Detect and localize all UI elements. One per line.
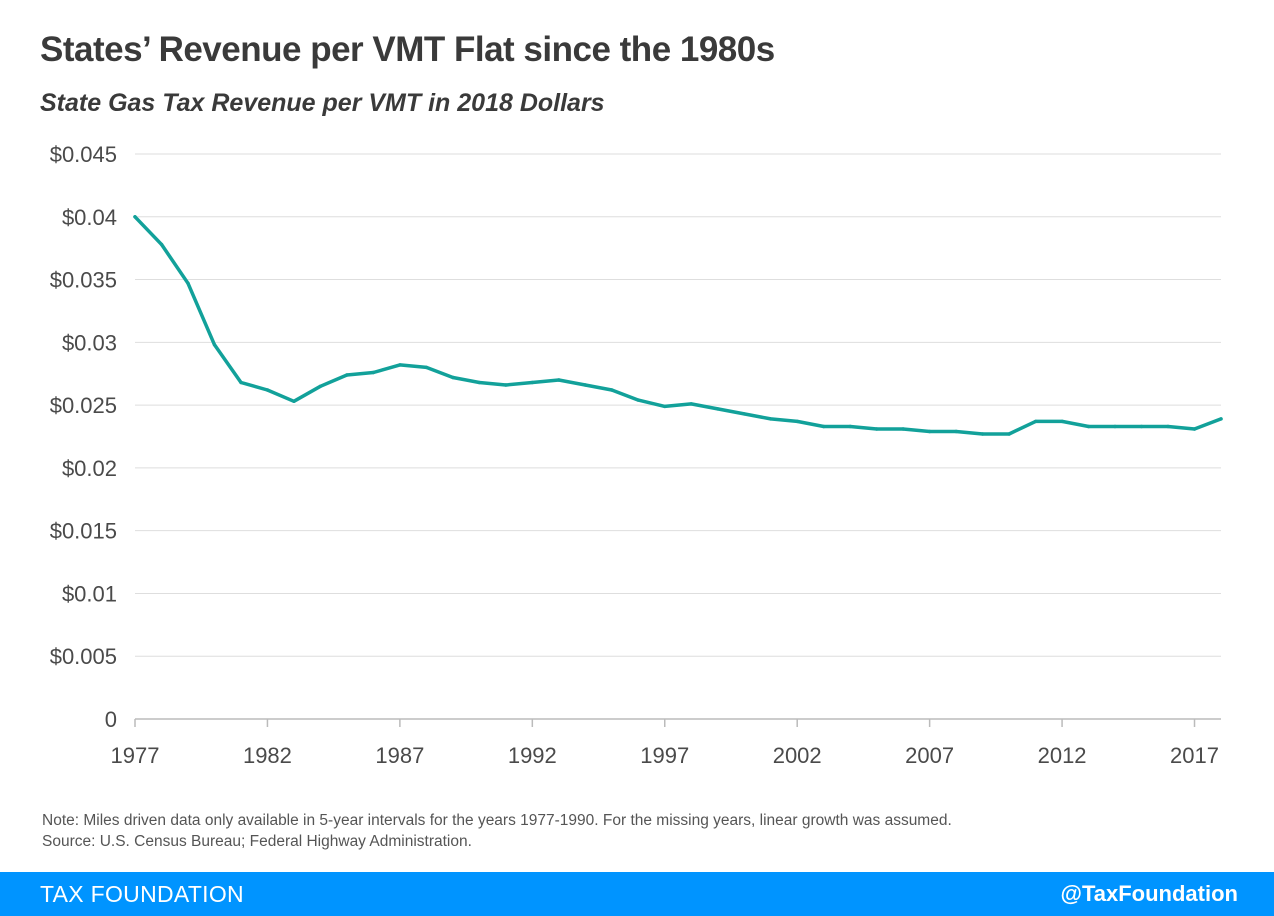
notes-block: Note: Miles driven data only available i… — [42, 810, 952, 852]
data-point — [769, 417, 773, 421]
data-point — [424, 365, 429, 370]
source-text: Source: U.S. Census Bureau; Federal High… — [42, 833, 472, 850]
data-point — [663, 404, 667, 409]
data-point — [875, 427, 879, 431]
x-axis-tick-labels: 1977 1982 1987 1992 1997 2002 2007 2012 2017 — [111, 743, 1219, 768]
data-point — [212, 343, 217, 347]
y-tick-label: 0 — [105, 707, 117, 732]
y-tick-label: $0.035 — [50, 268, 117, 293]
data-point — [927, 429, 932, 434]
data-point — [1166, 424, 1170, 429]
y-tick-label: $0.04 — [62, 205, 117, 230]
data-point — [795, 419, 799, 424]
footer-brand: TAX FOUNDATION — [40, 881, 244, 907]
data-point — [1113, 424, 1117, 429]
y-tick-label: $0.015 — [50, 519, 117, 544]
data-point — [716, 407, 720, 411]
data-point — [398, 363, 402, 367]
x-tick-label: 2002 — [773, 743, 822, 768]
data-point — [742, 412, 746, 416]
y-tick-label: $0.005 — [50, 644, 117, 669]
data-point — [901, 427, 905, 431]
data-point — [371, 370, 376, 375]
gridlines — [135, 153, 1221, 657]
y-tick-label: $0.045 — [50, 142, 117, 167]
data-point — [954, 429, 958, 434]
y-axis-tick-labels: 0 $0.005 $0.01 $0.015 $0.02 $0.025 $0.03 $0.035… — [50, 142, 117, 732]
data-point — [504, 383, 508, 387]
x-tick-label: 1987 — [375, 743, 424, 768]
data-point — [848, 424, 852, 429]
data-point — [636, 398, 640, 402]
note-text: Note: Miles driven data only available i… — [42, 812, 952, 829]
data-point — [583, 383, 587, 387]
data-point — [980, 432, 985, 436]
chart-title: States’ Revenue per VMT Flat since the 1… — [40, 30, 775, 69]
data-point — [689, 402, 693, 406]
data-point — [159, 242, 164, 247]
y-tick-label: $0.02 — [62, 456, 117, 481]
chart-subtitle: State Gas Tax Revenue per VMT in 2018 Do… — [40, 89, 605, 117]
series-line — [133, 215, 1223, 436]
x-tick-label: 2012 — [1038, 743, 1087, 768]
data-point — [610, 388, 614, 392]
y-tick-label: $0.025 — [50, 393, 117, 418]
x-tick-label: 1977 — [111, 743, 160, 768]
data-point — [1033, 419, 1038, 424]
data-point — [186, 281, 190, 285]
data-point — [239, 380, 243, 385]
line-chart: 0 $0.005 $0.01 $0.015 $0.02 $0.025 $0.03 $0.035… — [50, 142, 1223, 768]
data-point — [557, 378, 561, 382]
x-tick-label: 2017 — [1170, 743, 1219, 768]
data-points — [133, 215, 1223, 436]
data-point — [265, 388, 270, 392]
x-tick-label: 1997 — [640, 743, 689, 768]
data-point — [1086, 424, 1091, 429]
data-point — [1219, 417, 1223, 421]
data-point — [1007, 432, 1011, 436]
x-axis — [134, 718, 1221, 727]
data-point — [477, 380, 481, 385]
data-point — [1060, 419, 1064, 424]
data-point — [1192, 427, 1197, 431]
data-point — [292, 399, 296, 403]
y-tick-label: $0.03 — [62, 330, 117, 355]
data-point — [345, 373, 349, 377]
data-point — [822, 424, 826, 429]
data-point — [318, 384, 323, 388]
x-tick-label: 1982 — [243, 743, 292, 768]
x-tick-label: 1992 — [508, 743, 557, 768]
data-point — [133, 215, 137, 219]
y-tick-label: $0.01 — [62, 581, 117, 606]
footer-handle: @TaxFoundation — [1060, 881, 1238, 906]
data-point — [530, 380, 534, 385]
data-point — [1139, 424, 1144, 429]
data-point — [451, 375, 455, 380]
footer-bar: TAX FOUNDATION @TaxFoundation — [0, 872, 1274, 916]
x-tick-label: 2007 — [905, 743, 954, 768]
